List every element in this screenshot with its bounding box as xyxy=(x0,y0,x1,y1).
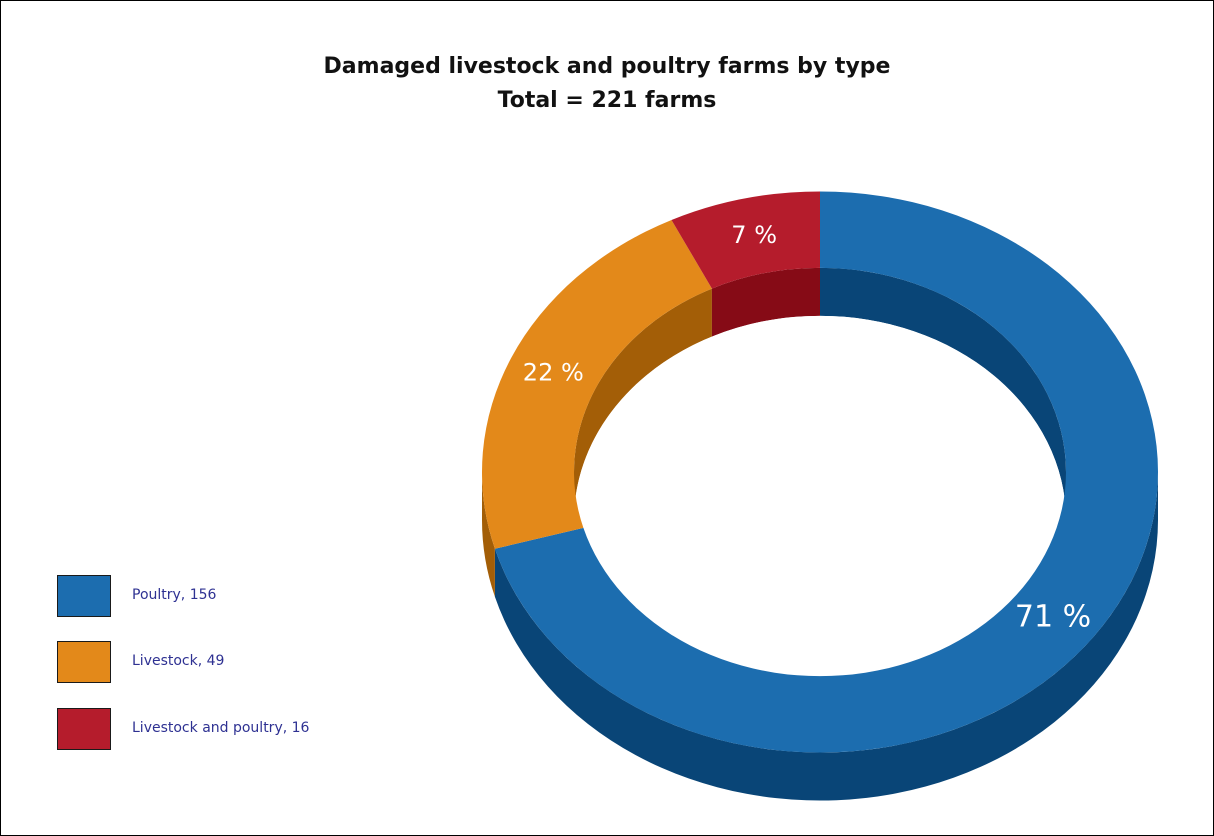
legend-item-livestock: Livestock, 49 xyxy=(57,641,387,685)
legend-swatch-poultry xyxy=(57,575,111,617)
legend-swatch-livestock xyxy=(57,641,111,683)
inner-wall-livestock xyxy=(574,288,712,520)
inner-wall-livestock-and-poultry xyxy=(711,267,820,337)
chart-title: Damaged livestock and poultry farms by t… xyxy=(323,54,891,79)
legend-label-livestock: Livestock, 49 xyxy=(132,653,225,669)
legend-swatch-livestock-and-poultry xyxy=(57,708,111,750)
percent-label-livestock: 22 % xyxy=(523,358,584,386)
outer-wall-poultry xyxy=(494,472,1158,801)
chart-title-block: Damaged livestock and poultry farms by t… xyxy=(0,50,1214,118)
chart-subtitle: Total = 221 farms xyxy=(497,88,717,113)
donut-hole xyxy=(574,315,1066,725)
slice-livestock-and-poultry xyxy=(671,191,820,289)
legend-item-livestock-and-poultry: Livestock and poultry, 16 xyxy=(57,708,387,752)
slice-livestock xyxy=(481,219,712,549)
percent-label-livestock-and-poultry: 7 % xyxy=(731,221,777,249)
legend-label-livestock-and-poultry: Livestock and poultry, 16 xyxy=(132,720,310,736)
inner-wall-poultry xyxy=(820,267,1066,520)
legend-item-poultry: Poultry, 156 xyxy=(57,575,387,619)
outer-wall-livestock xyxy=(482,472,495,597)
legend-label-poultry: Poultry, 156 xyxy=(132,587,217,603)
percent-label-poultry: 71 % xyxy=(1015,600,1091,635)
